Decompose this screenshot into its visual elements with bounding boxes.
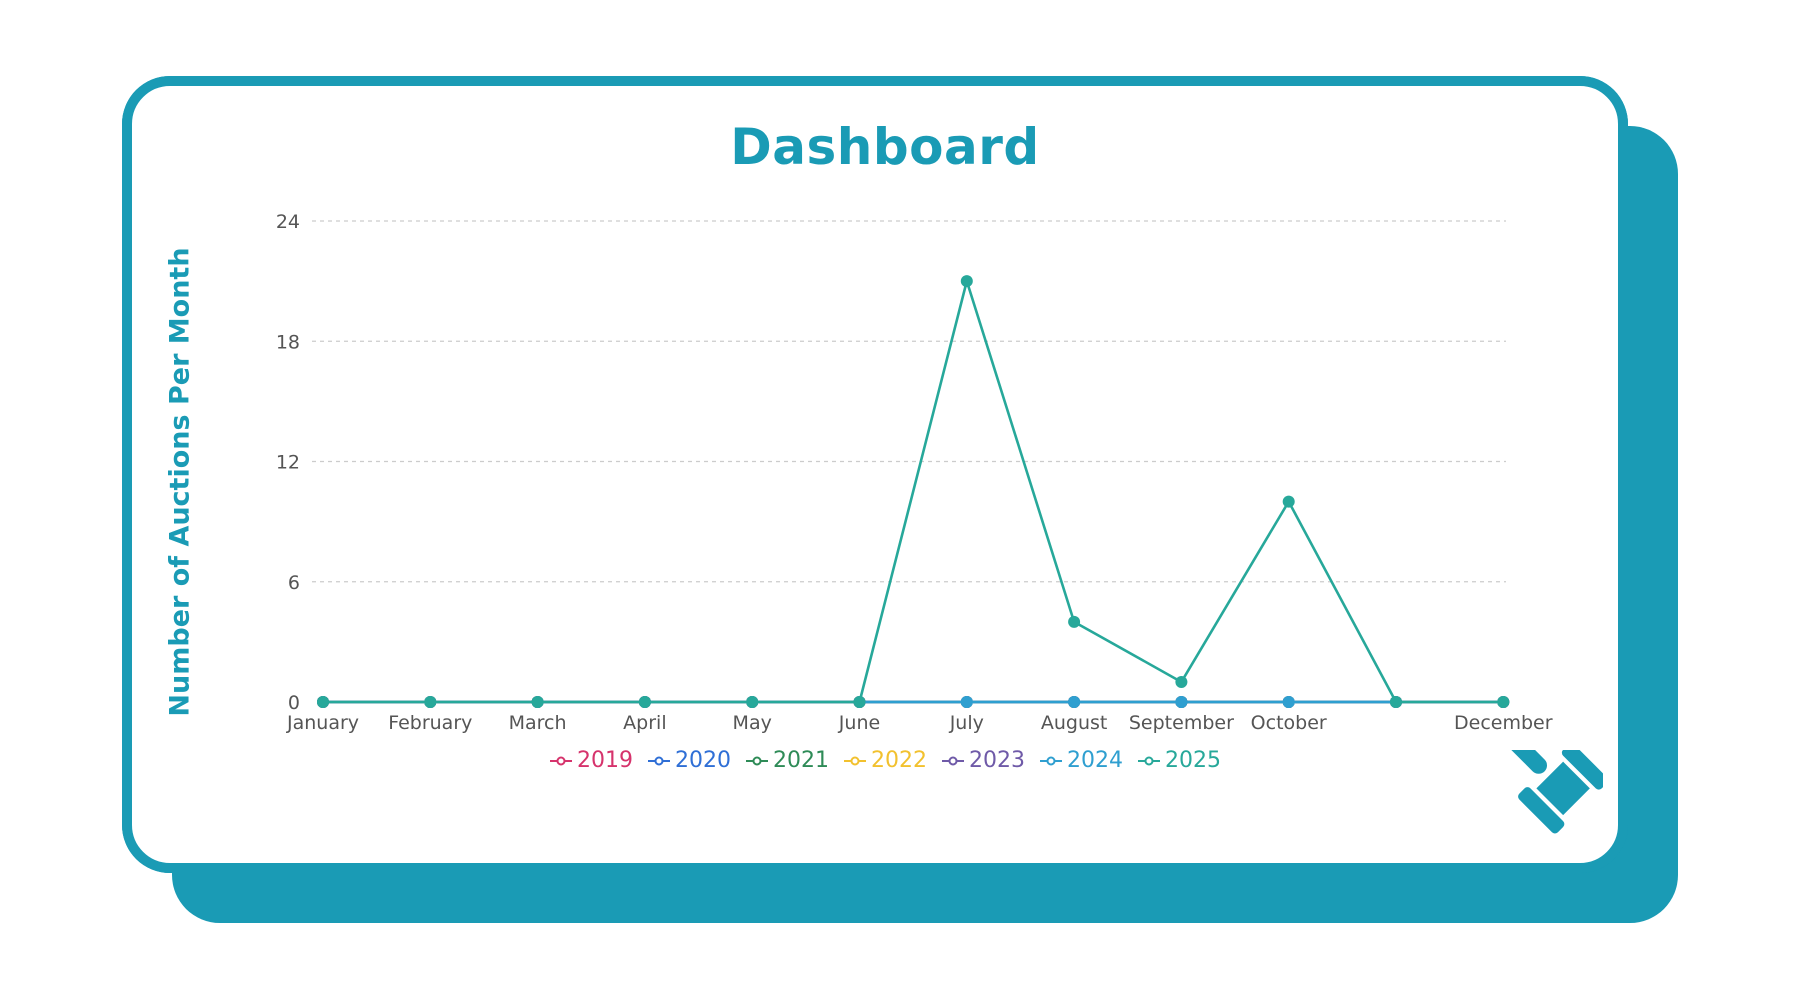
legend-item-2019[interactable]: 2019 (549, 748, 633, 773)
legend-line-marker-icon (550, 756, 572, 765)
legend-item-2023[interactable]: 2023 (941, 748, 1025, 773)
legend-label: 2020 (675, 748, 731, 773)
chart-gridlines (312, 220, 1506, 583)
legend-label: 2022 (871, 748, 927, 773)
y-tick-label: 12 (276, 452, 300, 474)
data-point[interactable] (960, 275, 973, 288)
legend-line-marker-icon (648, 756, 670, 765)
y-axis-ticks: 0 6 12 18 24 (276, 211, 300, 714)
series-line (323, 279, 1504, 704)
x-tick-label: March (509, 712, 567, 734)
data-point[interactable] (1497, 696, 1510, 708)
series-2025[interactable] (317, 275, 1510, 708)
chart-legend: 2019 2020 2021 2022 2023 2024 2025 (0, 748, 1770, 773)
legend-line-marker-icon (746, 756, 768, 765)
x-tick-label: June (838, 712, 880, 734)
legend-line-marker-icon (942, 756, 964, 765)
legend-item-2020[interactable]: 2020 (647, 748, 731, 773)
x-tick-label: July (949, 712, 984, 734)
legend-item-2024[interactable]: 2024 (1039, 748, 1123, 773)
legend-item-2025[interactable]: 2025 (1137, 748, 1221, 773)
x-tick-label: October (1251, 712, 1327, 734)
x-tick-label: January (286, 712, 359, 734)
legend-item-2022[interactable]: 2022 (843, 748, 927, 773)
x-axis-ticks: January February March April May June July Augu… (286, 712, 1553, 734)
data-point[interactable] (960, 696, 973, 708)
legend-item-2021[interactable]: 2021 (745, 748, 829, 773)
data-point[interactable] (1390, 696, 1402, 708)
data-point[interactable] (1068, 696, 1081, 708)
x-tick-label: December (1454, 712, 1553, 734)
x-tick-label: February (388, 712, 472, 734)
data-point[interactable] (1175, 675, 1188, 688)
y-tick-label: 6 (288, 572, 300, 594)
data-point[interactable] (1282, 696, 1295, 708)
legend-label: 2019 (577, 748, 633, 773)
y-tick-label: 0 (288, 692, 300, 714)
data-point[interactable] (317, 696, 329, 708)
series-2024-overlay (859, 696, 1396, 708)
y-tick-label: 18 (276, 331, 300, 353)
legend-line-marker-icon (844, 756, 866, 765)
gavel-icon (1498, 750, 1603, 834)
data-point[interactable] (746, 696, 759, 708)
page-title: Dashboard (730, 118, 1040, 176)
legend-label: 2021 (773, 748, 829, 773)
data-point[interactable] (853, 696, 866, 708)
data-point[interactable] (1282, 495, 1295, 508)
data-point[interactable] (1175, 696, 1188, 708)
y-tick-label: 24 (276, 211, 300, 233)
data-point[interactable] (531, 696, 544, 708)
legend-label: 2025 (1165, 748, 1221, 773)
data-point[interactable] (424, 696, 437, 708)
legend-line-marker-icon (1040, 756, 1062, 765)
x-tick-label: August (1041, 712, 1108, 734)
legend-label: 2023 (969, 748, 1025, 773)
dashboard-card (122, 76, 1628, 873)
x-tick-label: April (623, 712, 666, 734)
legend-label: 2024 (1067, 748, 1123, 773)
data-point[interactable] (1068, 615, 1081, 628)
x-tick-label: September (1129, 712, 1234, 734)
legend-line-marker-icon (1138, 756, 1160, 765)
data-point[interactable] (638, 696, 651, 708)
chart-series (317, 275, 1510, 708)
x-tick-label: May (733, 712, 772, 734)
